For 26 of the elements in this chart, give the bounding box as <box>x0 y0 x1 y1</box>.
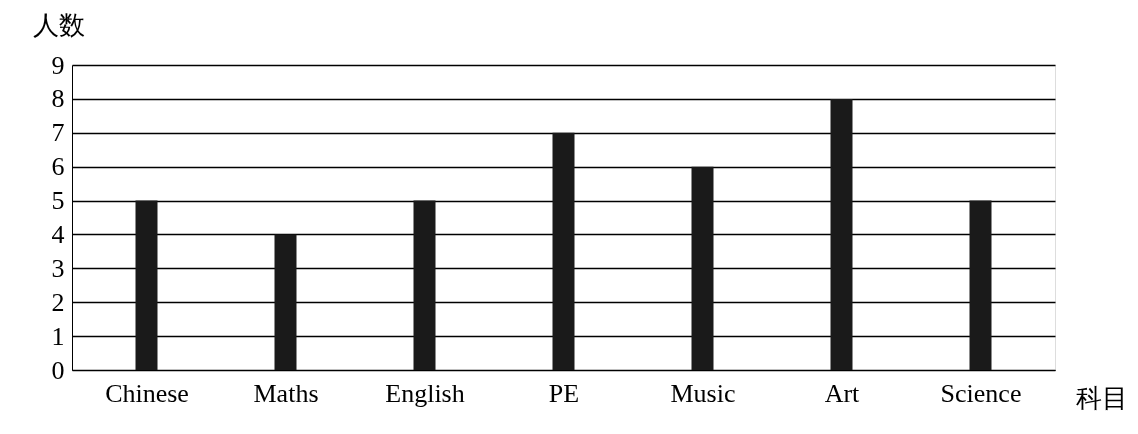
x-axis-title: 科目 <box>1075 383 1128 413</box>
y-tick-label: 5 <box>51 186 65 216</box>
y-tick-label: 2 <box>51 287 65 317</box>
x-tick-label: Maths <box>253 378 319 408</box>
bar <box>274 234 297 370</box>
bar <box>830 98 853 370</box>
x-tick-label: Music <box>670 378 736 408</box>
x-tick-label: Art <box>824 378 861 408</box>
y-tick-label: 1 <box>51 321 65 351</box>
y-tick-label: 8 <box>51 84 65 114</box>
x-tick-label: Chinese <box>105 378 189 408</box>
y-tick-label: 9 <box>51 50 65 80</box>
y-tick-label: 7 <box>51 118 65 148</box>
y-tick-label: 4 <box>51 219 65 249</box>
x-tick-label: English <box>385 378 465 408</box>
bar <box>413 200 436 370</box>
bar <box>552 132 575 370</box>
y-tick-label: 0 <box>51 355 65 385</box>
y-axis-title: 人数 <box>32 10 85 40</box>
y-tick-label: 6 <box>51 152 65 182</box>
x-tick-label: Science <box>940 378 1022 408</box>
bar <box>969 200 992 370</box>
bar <box>135 200 158 370</box>
x-tick-label: PE <box>548 378 580 408</box>
bar <box>691 166 714 370</box>
y-tick-label: 3 <box>51 253 65 283</box>
